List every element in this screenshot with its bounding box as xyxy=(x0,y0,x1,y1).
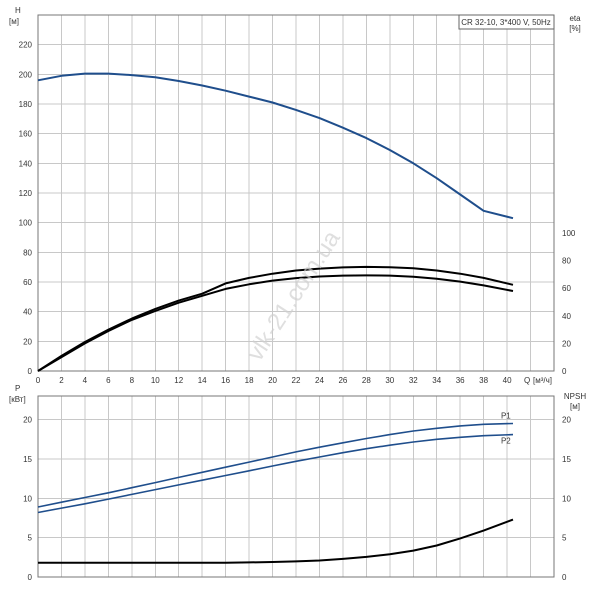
chart-title: CR 32-10, 3*400 V, 50Hz xyxy=(461,18,551,27)
right-tick-label: 0 xyxy=(562,367,567,376)
right-tick-label: 15 xyxy=(562,455,571,464)
left-axis-unit: [м] xyxy=(9,17,19,26)
x-tick-label: 2 xyxy=(59,376,64,385)
plot-frame xyxy=(37,14,555,372)
x-tick-label: 20 xyxy=(268,376,277,385)
right-tick-label: 10 xyxy=(562,494,571,503)
chart-panel-1: 0204060801001201401601802002200204060801… xyxy=(9,6,581,385)
x-tick-label: 34 xyxy=(432,376,441,385)
plot-frame xyxy=(37,395,555,578)
right-tick-label: 0 xyxy=(562,573,567,582)
series-label-p2: P2 xyxy=(501,437,511,446)
x-tick-label: 4 xyxy=(83,376,88,385)
watermark-text: vlk-21.com.ua xyxy=(242,225,346,366)
left-tick-label: 200 xyxy=(19,70,33,79)
x-tick-label: 38 xyxy=(479,376,488,385)
x-tick-label: 28 xyxy=(362,376,371,385)
right-tick-label: 80 xyxy=(562,257,571,266)
x-axis-unit: [м³/ч] xyxy=(533,376,552,385)
left-tick-label: 5 xyxy=(28,534,33,543)
x-tick-label: 26 xyxy=(338,376,347,385)
left-axis-title: H xyxy=(15,6,21,15)
x-tick-label: 40 xyxy=(503,376,512,385)
x-tick-label: 12 xyxy=(174,376,183,385)
x-tick-label: 36 xyxy=(456,376,465,385)
left-tick-label: 60 xyxy=(23,278,32,287)
x-tick-label: 8 xyxy=(130,376,135,385)
x-tick-label: 10 xyxy=(151,376,160,385)
left-tick-label: 15 xyxy=(23,455,32,464)
x-tick-label: 0 xyxy=(36,376,41,385)
x-tick-label: 14 xyxy=(198,376,207,385)
right-axis-title: eta xyxy=(569,14,581,23)
series-line-npsh xyxy=(38,518,514,564)
series-label-p1: P1 xyxy=(501,412,511,421)
series-line-eta-upper xyxy=(37,265,514,372)
left-tick-label: 100 xyxy=(19,219,33,228)
series-line-p2 xyxy=(37,433,514,514)
right-tick-label: 20 xyxy=(562,416,571,425)
x-tick-label: 22 xyxy=(292,376,301,385)
left-axis-unit: [кВт] xyxy=(9,395,26,404)
left-tick-label: 0 xyxy=(28,573,33,582)
left-tick-label: 20 xyxy=(23,416,32,425)
left-tick-label: 20 xyxy=(23,337,32,346)
left-tick-label: 0 xyxy=(28,367,33,376)
left-tick-label: 220 xyxy=(19,41,33,50)
left-tick-label: 80 xyxy=(23,248,32,257)
series-line-h xyxy=(37,72,514,220)
left-tick-label: 120 xyxy=(19,189,33,198)
left-tick-label: 10 xyxy=(23,494,32,503)
left-tick-label: 40 xyxy=(23,308,32,317)
right-tick-label: 60 xyxy=(562,284,571,293)
left-tick-label: 140 xyxy=(19,159,33,168)
right-axis-unit: [%] xyxy=(569,24,581,33)
right-tick-label: 20 xyxy=(562,339,571,348)
chart-panel-2: 0 5 10 15 20 0 5 10 15 20 P [кВт] NPSH[м] P1 P2 xyxy=(9,384,586,582)
right-axis-title: NPSH xyxy=(564,392,586,401)
right-axis-unit: [м] xyxy=(570,402,580,411)
x-tick-label: 30 xyxy=(385,376,394,385)
left-tick-label: 180 xyxy=(19,100,33,109)
right-tick-label: 100 xyxy=(562,229,576,238)
x-tick-label: 16 xyxy=(221,376,230,385)
x-tick-label: 32 xyxy=(409,376,418,385)
x-tick-label: 6 xyxy=(106,376,111,385)
x-tick-label: 24 xyxy=(315,376,324,385)
x-tick-label: 18 xyxy=(245,376,254,385)
left-axis-title: P xyxy=(15,384,20,393)
right-tick-label: 5 xyxy=(562,534,567,543)
x-axis-title: Q xyxy=(524,376,530,385)
series-line-eta-lower xyxy=(37,274,514,372)
left-tick-label: 160 xyxy=(19,130,33,139)
right-tick-label: 40 xyxy=(562,312,571,321)
chart-title-box xyxy=(458,14,555,30)
series-line-p1 xyxy=(37,422,514,508)
